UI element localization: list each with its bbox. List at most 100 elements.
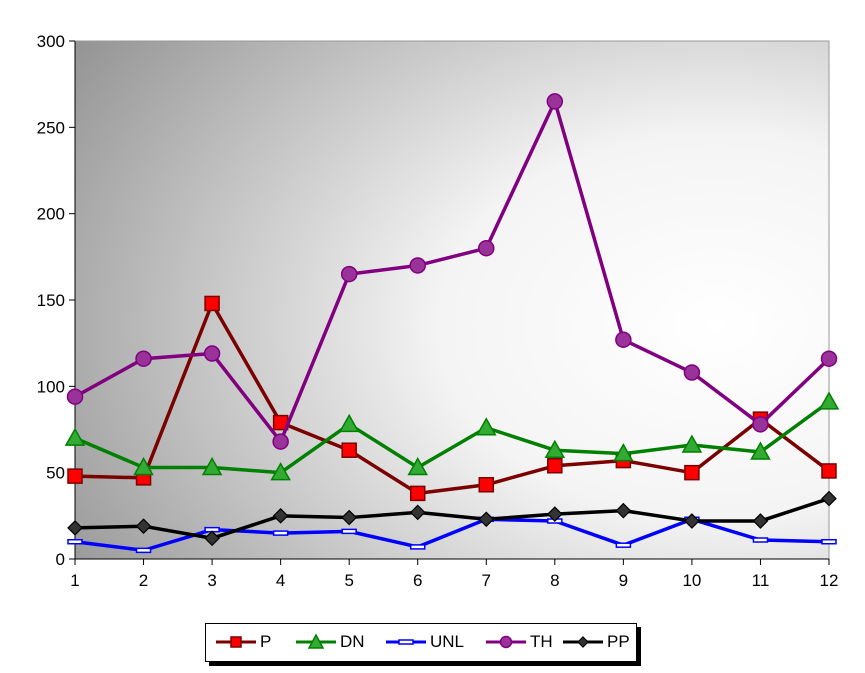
data-point-dn	[681, 434, 703, 453]
data-point-dn	[613, 443, 634, 462]
data-point-p	[547, 458, 563, 474]
legend: P DN UNL TH PP	[205, 623, 637, 662]
y-tick-label: 300	[37, 32, 65, 51]
data-point-th	[478, 239, 495, 257]
legend-item-dn: DN	[294, 630, 365, 654]
data-point-th	[135, 350, 152, 367]
data-point-pp	[135, 518, 152, 535]
data-point-dn	[407, 456, 429, 476]
data-point-pp	[341, 509, 358, 526]
data-point-p	[409, 485, 426, 502]
data-point-th	[820, 350, 838, 367]
x-tick-label: 10	[682, 571, 701, 590]
data-point-pp	[409, 504, 426, 521]
data-point-th	[615, 331, 632, 348]
x-tick-label: 2	[139, 571, 148, 590]
legend-symbol-th	[486, 635, 526, 649]
legend-symbol-unl	[386, 639, 426, 645]
x-tick-label: 5	[344, 571, 353, 590]
data-point-pp	[821, 490, 837, 507]
data-point-dn	[270, 462, 291, 481]
legend-label: TH	[530, 632, 553, 651]
data-point-pp	[684, 513, 700, 529]
series-line-dn	[74, 400, 831, 475]
data-point-p	[341, 442, 357, 458]
data-point-pp	[204, 530, 220, 547]
legend-marker-th	[499, 635, 513, 649]
x-tick-label: 1	[70, 571, 79, 590]
data-point-th	[752, 416, 769, 433]
y-tick-label: 0	[56, 550, 65, 569]
series-th	[66, 93, 838, 450]
y-tick-label: 200	[37, 205, 65, 224]
data-point-pp	[67, 520, 83, 536]
data-point-unl	[272, 530, 289, 536]
data-point-unl	[615, 542, 632, 548]
x-tick-label: 12	[820, 571, 839, 590]
x-tick-label: 6	[413, 571, 422, 590]
plot-area	[74, 40, 830, 560]
data-point-p	[67, 468, 83, 484]
x-tick-label: 11	[752, 571, 770, 590]
data-point-p	[821, 463, 837, 479]
data-point-th	[66, 388, 84, 405]
data-point-dn	[338, 413, 360, 433]
legend-label: P	[260, 632, 272, 651]
data-point-pp	[478, 511, 495, 528]
series-line-p	[74, 301, 831, 496]
legend-symbol-p	[216, 636, 256, 648]
data-point-p	[204, 295, 220, 312]
legend-symbol-dn	[296, 633, 336, 649]
data-point-dn	[475, 417, 497, 436]
series-pp	[67, 490, 837, 547]
data-point-unl	[821, 538, 837, 545]
series-layer	[64, 93, 840, 554]
y-tick-label: 50	[46, 464, 65, 483]
data-point-p	[478, 477, 495, 493]
legend-marker-pp	[577, 636, 589, 648]
data-point-dn	[818, 391, 840, 410]
series-line-th	[74, 99, 831, 444]
y-tick-label: 100	[37, 377, 65, 396]
series-p	[67, 295, 837, 502]
legend-symbol-pp	[563, 636, 603, 648]
y-tick-label: 150	[37, 291, 65, 310]
data-point-unl	[752, 537, 769, 543]
data-point-th	[272, 433, 289, 450]
x-tick-label: 8	[550, 571, 559, 590]
data-point-unl	[135, 547, 152, 554]
legend-marker-p	[230, 636, 242, 648]
legend-label: UNL	[430, 632, 465, 651]
legend-label: DN	[340, 632, 365, 651]
legend-item-pp: PP	[561, 630, 630, 654]
legend-item-p: P	[214, 630, 271, 654]
data-point-th	[203, 345, 221, 362]
x-tick-label: 7	[482, 571, 491, 590]
y-tick-label: 250	[37, 118, 65, 137]
data-point-dn	[544, 439, 566, 458]
data-point-dn	[64, 427, 86, 446]
data-point-p	[684, 464, 700, 481]
data-point-unl	[409, 544, 426, 550]
x-tick-label: 4	[276, 571, 285, 590]
x-tick-label: 3	[207, 571, 216, 590]
series-dn	[64, 391, 840, 481]
series-line-pp	[74, 496, 830, 541]
data-point-th	[409, 257, 426, 274]
legend-item-th: TH	[484, 630, 553, 654]
data-point-pp	[546, 506, 563, 522]
data-point-pp	[272, 507, 289, 524]
legend-label: PP	[607, 632, 630, 651]
data-point-dn	[201, 456, 223, 476]
legend-item-unl: UNL	[384, 630, 464, 654]
data-point-pp	[752, 513, 769, 529]
data-point-unl	[67, 538, 83, 545]
data-point-th	[683, 364, 701, 381]
legend-marker-unl	[398, 639, 414, 645]
data-point-pp	[615, 502, 632, 519]
data-point-unl	[341, 528, 357, 535]
data-point-dn	[750, 441, 771, 460]
legend-marker-dn	[307, 633, 325, 649]
